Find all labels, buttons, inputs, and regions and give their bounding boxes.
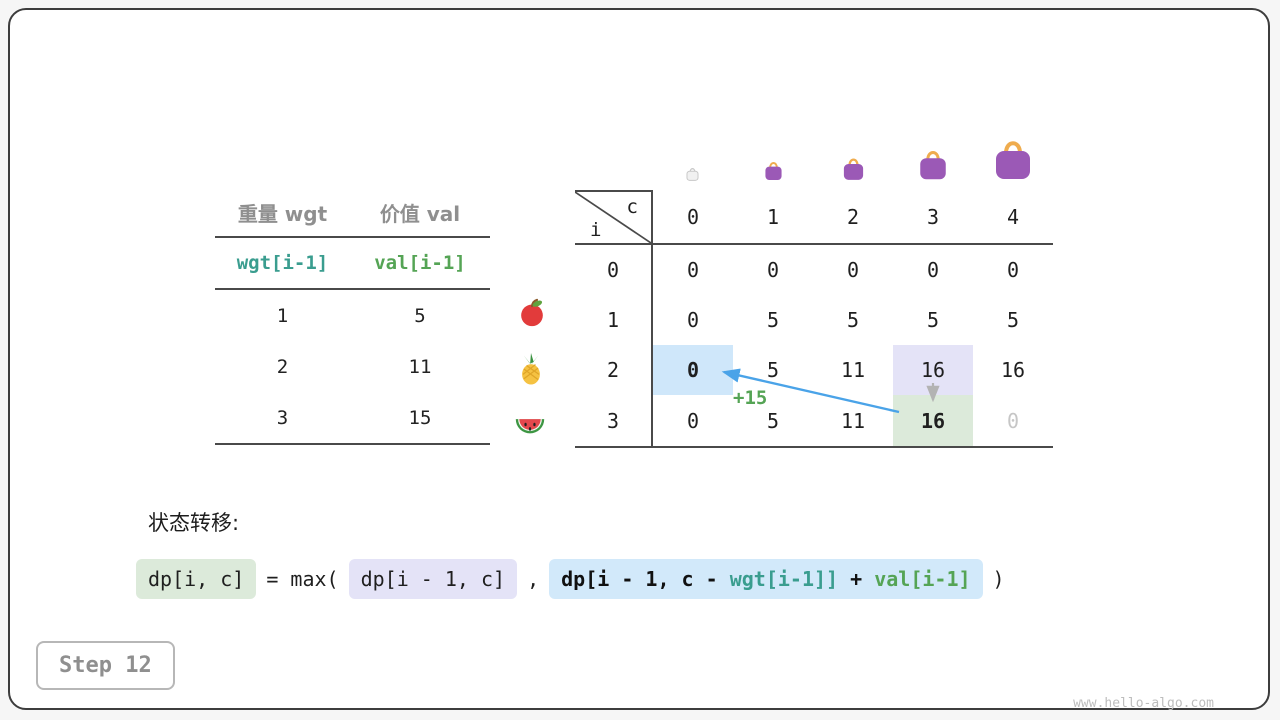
dp-cell: 5 [1006,308,1020,332]
index-wgt-label: wgt[i-1] [236,252,329,274]
step-badge: Step 12 [36,641,175,690]
corner-diagonal [575,192,651,243]
item-weight: 1 [276,304,289,327]
dp-cell-current-highlight: 16 [893,395,973,446]
pineapple-icon [515,353,547,385]
index-val-label: val[i-1] [374,252,466,274]
dp-cell: 0 [686,408,700,433]
bag-icon-c4 [993,135,1033,185]
dp-col-header: 0 [653,190,733,245]
corner-row-var: i [590,219,602,241]
apple-icon [516,296,548,328]
bag-icon-c0 [686,166,699,185]
dp-corner-cell: c i [575,190,653,245]
items-table-header-value: 价值 val [379,201,461,226]
dp-col-header: 3 [893,190,973,245]
dp-table: c i 0 1 2 3 4 0 0 0 0 0 0 1 0 5 5 5 5 2 … [575,190,1053,448]
item-row: 1 5 [215,290,490,341]
item-weight: 3 [276,406,289,429]
dp-cell: 5 [926,308,940,332]
formula-comma: , [527,567,540,591]
dp-cell: 0 [686,308,700,332]
dp-cell-pending: 0 [1006,408,1020,433]
item-value: 5 [414,304,426,327]
bag-icon-c3 [918,146,948,185]
dp-cell: 0 [1006,258,1020,282]
items-table-header-weight: 重量 wgt [237,201,328,226]
dp-cell: 11 [840,358,866,382]
watermelon-icon [514,408,546,440]
dp-cell: 0 [846,258,860,282]
dp-cell: 5 [846,308,860,332]
dp-cell: 0 [686,258,700,282]
dp-cell: 5 [766,408,780,433]
formula-arg2-wgt: wgt[i-1]] [729,567,839,591]
bag-icon-c2 [842,155,865,185]
bag-icon-c1 [764,159,783,185]
dp-cell: 16 [1000,358,1026,382]
transition-label: 状态转移: [148,511,240,535]
dp-col-header: 1 [733,190,813,245]
annotation-plus15: +15 [733,387,768,409]
dp-row-header: 1 [575,295,653,345]
formula-lhs-box: dp[i, c] [136,559,257,599]
dp-cell: 0 [766,258,780,282]
dp-cell: 0 [926,258,940,282]
formula: dp[i, c] = max( dp[i - 1, c] , dp[i - 1,… [136,559,1005,599]
formula-operator: = max( [266,567,339,591]
formula-arg2-plus: + [838,567,875,591]
dp-col-header: 2 [813,190,893,245]
item-value: 15 [408,406,432,429]
dp-row-header: 2 [575,345,653,395]
dp-cell-source-highlight: 0 [653,345,733,395]
item-value: 11 [408,355,432,378]
formula-arg2-val: val[i-1] [874,567,971,591]
formula-close: ) [992,567,1005,591]
watermark: www.hello-algo.com [1073,696,1214,711]
dp-cell: 11 [840,408,866,433]
items-table-index-row: wgt[i-1] val[i-1] [215,238,490,290]
items-table: 重量 wgt 价值 val wgt[i-1] val[i-1] 1 5 2 11… [215,188,490,445]
item-row: 2 11 [215,341,490,392]
item-weight: 2 [276,355,289,378]
dp-cell: 5 [766,308,780,332]
formula-arg2-prefix: dp[i - 1, c - [561,567,730,591]
corner-col-var: c [626,196,638,218]
dp-col-header: 4 [973,190,1053,245]
item-row: 3 15 [215,392,490,443]
dp-cell-above-highlight: 16 [893,345,973,395]
dp-row-header: 3 [575,395,653,446]
items-table-header: 重量 wgt 价值 val [215,188,490,238]
dp-row-header: 0 [575,245,653,295]
formula-arg1-box: dp[i - 1, c] [348,559,518,599]
formula-arg2-box: dp[i - 1, c - wgt[i-1]] + val[i-1] [549,559,983,599]
